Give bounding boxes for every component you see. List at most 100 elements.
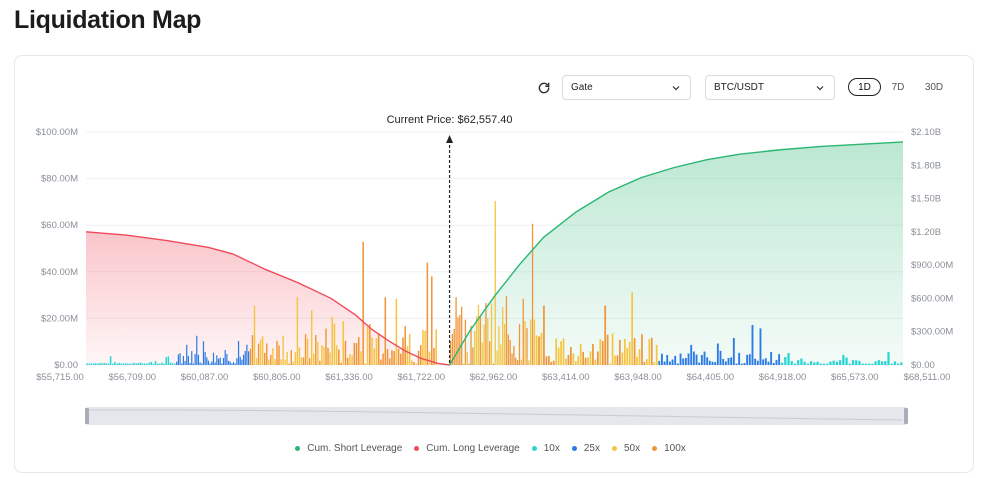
leverage-bar bbox=[296, 297, 299, 365]
range-1d-button[interactable]: 1D bbox=[848, 78, 881, 96]
leverage-bar bbox=[241, 359, 243, 365]
leverage-bar bbox=[131, 363, 133, 365]
legend-item[interactable]: Cum. Short Leverage bbox=[295, 443, 402, 454]
leverage-bar bbox=[236, 358, 238, 365]
legend-item[interactable]: Cum. Long Leverage bbox=[414, 443, 520, 454]
leverage-bar bbox=[851, 360, 855, 365]
leverage-bar bbox=[684, 358, 687, 365]
leverage-bar bbox=[449, 341, 452, 365]
leverage-bar bbox=[722, 358, 725, 365]
leverage-bar bbox=[105, 363, 108, 365]
legend-item[interactable]: 25x bbox=[571, 443, 600, 454]
leverage-bar bbox=[227, 360, 230, 365]
range-slider-handle-right[interactable] bbox=[904, 408, 908, 424]
leverage-bar bbox=[601, 341, 604, 365]
leverage-bar bbox=[835, 361, 839, 365]
pair-select[interactable]: BTC/USDT bbox=[705, 75, 835, 100]
leverage-bar bbox=[199, 362, 201, 365]
leverage-bar bbox=[619, 339, 621, 365]
leverage-bar bbox=[237, 341, 240, 365]
leverage-bar bbox=[535, 335, 538, 365]
leverage-bar bbox=[842, 354, 845, 365]
leverage-bar bbox=[778, 354, 781, 365]
leverage-bar bbox=[257, 343, 260, 365]
leverage-bar bbox=[255, 357, 258, 365]
leverage-bar bbox=[646, 359, 648, 365]
leverage-bar bbox=[764, 358, 767, 365]
leverage-bar bbox=[877, 360, 880, 365]
leverage-bar bbox=[462, 363, 465, 365]
leverage-bar bbox=[829, 361, 832, 365]
leverage-bar bbox=[319, 360, 321, 365]
leverage-bar bbox=[302, 357, 305, 365]
leverage-bar bbox=[494, 200, 496, 365]
leverage-bar bbox=[169, 362, 172, 365]
leverage-bar bbox=[579, 343, 582, 365]
legend-label: 10x bbox=[543, 443, 560, 454]
leverage-bar bbox=[628, 342, 631, 365]
leverage-bar bbox=[99, 362, 101, 365]
leverage-bar bbox=[413, 362, 415, 365]
leverage-bar bbox=[304, 334, 307, 365]
leverage-bar bbox=[459, 314, 461, 365]
leverage-bar bbox=[165, 356, 167, 365]
legend-item[interactable]: 10x bbox=[531, 443, 560, 454]
leverage-bar bbox=[400, 353, 402, 365]
leverage-bar bbox=[505, 296, 508, 365]
range-30d-button[interactable]: 30D bbox=[924, 81, 944, 93]
leverage-bar bbox=[133, 362, 135, 365]
leverage-bar bbox=[498, 326, 500, 365]
range-7d-button[interactable]: 7D bbox=[891, 81, 905, 93]
leverage-bar bbox=[515, 357, 517, 365]
refresh-icon bbox=[538, 82, 550, 94]
leverage-bar bbox=[502, 307, 504, 365]
leverage-bar bbox=[431, 276, 433, 365]
leverage-bar bbox=[384, 297, 387, 365]
leverage-bar bbox=[286, 351, 288, 365]
leverage-bar bbox=[528, 360, 530, 365]
leverage-bar bbox=[126, 363, 129, 365]
leverage-bar bbox=[616, 355, 619, 365]
y-right-tick-label: $600.00M bbox=[911, 293, 953, 304]
leverage-bar bbox=[540, 333, 543, 365]
leverage-bar bbox=[884, 361, 887, 365]
legend-item[interactable]: 50x bbox=[611, 443, 640, 454]
leverage-bar bbox=[871, 363, 874, 365]
leverage-bar bbox=[154, 360, 157, 365]
leverage-bar bbox=[288, 363, 290, 365]
leverage-bar bbox=[340, 362, 342, 365]
leverage-bar bbox=[751, 324, 754, 365]
exchange-select[interactable]: Gate bbox=[562, 75, 691, 100]
leverage-bar bbox=[772, 362, 775, 365]
leverage-bar bbox=[342, 321, 345, 365]
leverage-bar bbox=[483, 324, 485, 365]
legend-item[interactable]: 100x bbox=[652, 443, 686, 454]
leverage-bar bbox=[419, 345, 422, 365]
leverage-bar bbox=[858, 360, 861, 365]
leverage-bar bbox=[349, 354, 351, 365]
leverage-bar bbox=[114, 361, 116, 365]
x-tick-label: $64,405.00 bbox=[686, 372, 734, 383]
y-right-tick-label: $300.00M bbox=[911, 327, 953, 338]
leverage-bar bbox=[300, 357, 303, 365]
leverage-bar bbox=[641, 334, 643, 365]
x-tick-label: $62,962.00 bbox=[470, 372, 518, 383]
leverage-bar bbox=[748, 354, 751, 365]
leverage-bar bbox=[226, 353, 228, 365]
refresh-button[interactable] bbox=[535, 79, 553, 97]
leverage-bar bbox=[179, 353, 181, 365]
y-left-tick-label: $60.00M bbox=[41, 220, 78, 231]
leverage-bar bbox=[562, 338, 565, 365]
leverage-bar bbox=[790, 361, 793, 365]
leverage-bar bbox=[253, 305, 256, 365]
cum-long-area bbox=[86, 231, 450, 365]
leverage-bar bbox=[111, 363, 114, 365]
leverage-bar bbox=[692, 351, 695, 365]
leverage-bar bbox=[845, 357, 848, 365]
cum-short-area bbox=[449, 141, 903, 365]
leverage-bar bbox=[116, 363, 118, 365]
range-slider-handle-left[interactable] bbox=[85, 408, 89, 424]
y-right-tick-label: $1.20B bbox=[911, 227, 941, 238]
leverage-bar bbox=[806, 363, 809, 365]
